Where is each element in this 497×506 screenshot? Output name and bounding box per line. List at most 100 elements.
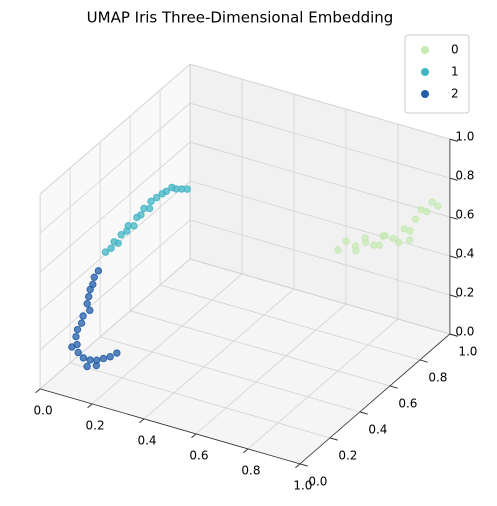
point [90, 273, 98, 281]
grid-line [195, 303, 347, 435]
y-tick-label: 0.8 [428, 370, 447, 384]
tick-mark [191, 433, 197, 439]
point [86, 285, 94, 294]
grid-line [189, 141, 451, 218]
x-tick-label: 0.4 [137, 433, 156, 447]
point [77, 319, 86, 327]
grid-line [39, 180, 191, 312]
point [162, 187, 171, 195]
tick-mark [449, 294, 458, 298]
point [342, 237, 350, 245]
point [379, 232, 387, 240]
grid-line [39, 102, 191, 234]
point [114, 239, 122, 247]
point [406, 227, 414, 235]
chart-title: UMAP Iris Three-Dimensional Embedding [87, 9, 394, 27]
point [74, 348, 82, 357]
point [423, 207, 431, 216]
legend-label: 2 [451, 87, 459, 101]
grid-line [189, 180, 451, 257]
legend-marker [421, 90, 429, 98]
tick-mark [449, 177, 458, 181]
point [395, 238, 403, 247]
y-tick-label: 1.0 [458, 344, 477, 358]
point [389, 234, 397, 243]
y-tick-label: 0.4 [368, 422, 387, 436]
tick-mark [139, 418, 145, 424]
grid-line [129, 310, 391, 387]
point [68, 343, 76, 351]
legend-marker [421, 68, 429, 76]
tick-mark [299, 463, 308, 467]
y-tick-label: 0.6 [398, 396, 417, 410]
grid-line [39, 141, 191, 273]
x-tick-label: 0.8 [241, 463, 260, 477]
point [92, 361, 101, 370]
x-tick-label: 0.2 [86, 418, 105, 432]
point [94, 267, 103, 275]
tick-mark [449, 216, 458, 220]
point [86, 356, 94, 364]
point [334, 246, 342, 254]
point [83, 300, 91, 308]
point [147, 197, 155, 206]
grid-line [189, 63, 451, 140]
y-tick-label: 0.2 [338, 448, 357, 462]
point [79, 312, 87, 320]
tick-mark [449, 333, 458, 337]
axis-line [39, 388, 301, 465]
point [428, 198, 437, 206]
legend-box [404, 34, 470, 114]
tick-mark [419, 359, 428, 363]
point [361, 234, 369, 242]
tick-mark [35, 388, 41, 394]
point [107, 244, 115, 252]
tick-mark [449, 138, 458, 142]
grid-line [189, 102, 451, 179]
tick-mark [243, 448, 249, 454]
grid-line [143, 288, 295, 420]
grid-line [189, 258, 451, 335]
point [106, 353, 114, 361]
x-tick-label: 0.6 [189, 448, 208, 462]
legend-marker [421, 46, 429, 54]
z-tick-label: 1.0 [455, 130, 474, 144]
grid-line [39, 219, 191, 351]
z-tick-label: 0.4 [455, 247, 474, 261]
grid-line [159, 284, 421, 361]
z-tick-label: 0.8 [455, 169, 474, 183]
point [351, 242, 360, 250]
point [84, 292, 93, 301]
tick-mark [87, 403, 93, 409]
y-tick-label: 0.0 [308, 474, 327, 488]
point [86, 306, 94, 315]
point [101, 248, 110, 256]
grid-line [39, 63, 191, 195]
point [405, 236, 414, 244]
z-tick-label: 0.6 [455, 208, 474, 222]
point [183, 185, 191, 193]
tick-mark [389, 385, 398, 389]
grid-line [99, 336, 361, 413]
point [73, 325, 82, 334]
z-tick-label: 0.2 [455, 286, 474, 300]
axis-line [299, 333, 451, 465]
tick-mark [359, 411, 368, 415]
grid-line [69, 362, 331, 439]
point [411, 215, 420, 223]
x-tick-label: 0.0 [34, 403, 53, 417]
point [79, 354, 88, 362]
z-tick-label: 0.0 [455, 324, 474, 338]
point [152, 193, 161, 202]
point [72, 332, 80, 341]
point [117, 231, 125, 239]
point [145, 204, 154, 213]
grid-line [247, 318, 399, 450]
point [113, 349, 121, 357]
x-tick-label: 1.0 [293, 478, 312, 492]
tick-mark [329, 437, 338, 441]
point [130, 222, 138, 230]
point [434, 202, 442, 210]
grid-line [39, 258, 191, 390]
